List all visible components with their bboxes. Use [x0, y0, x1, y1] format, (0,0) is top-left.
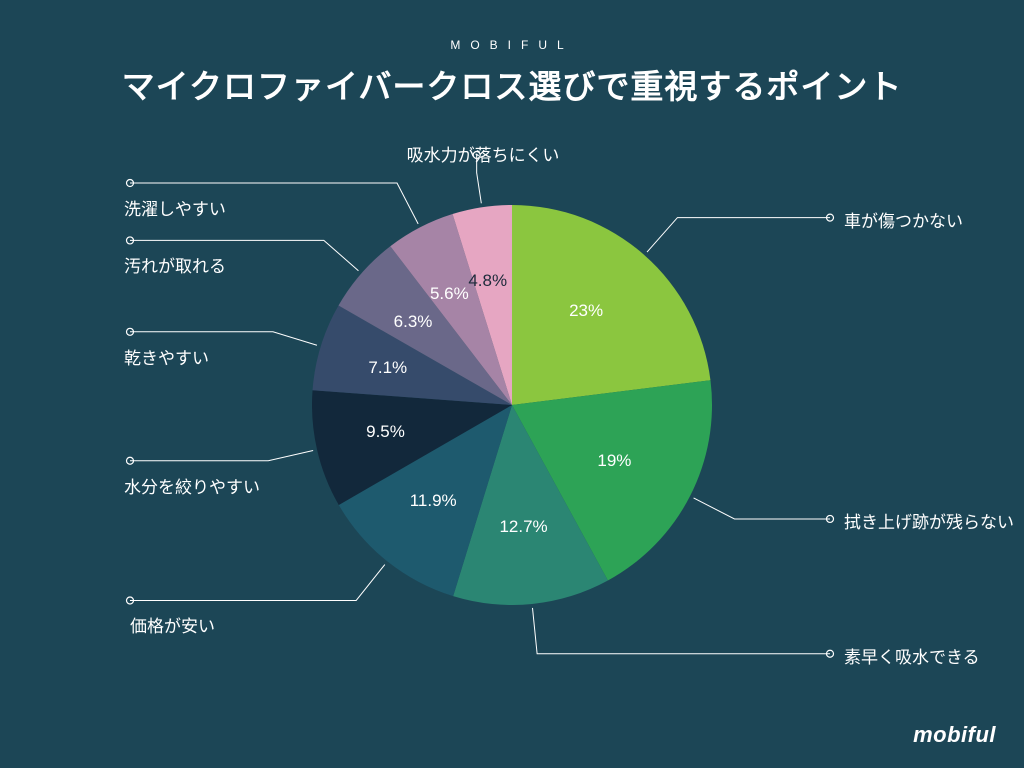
slice-callout-label: 水分を絞りやすい	[124, 473, 260, 498]
slice-callout-label: 車が傷つかない	[844, 207, 963, 232]
slice-callout-label: 素早く吸水できる	[844, 643, 980, 668]
slice-callout-label: 拭き上げ跡が残らない	[844, 508, 1014, 533]
slice-percent: 5.6%	[430, 284, 469, 304]
callout-line	[130, 450, 313, 460]
slice-callout-label: 汚れが取れる	[124, 252, 226, 277]
callout-line	[532, 608, 830, 654]
slice-percent: 7.1%	[368, 358, 407, 378]
pie-svg	[312, 205, 712, 605]
subtitle: MOBIFUL	[0, 38, 1024, 52]
callout-dot-icon	[127, 328, 134, 335]
slice-callout-label: 価格が安い	[130, 612, 215, 637]
slice-percent: 6.3%	[394, 312, 433, 332]
slice-callout-label: 吸水力が落ちにくい	[407, 141, 560, 166]
slice-callout-label: 乾きやすい	[124, 344, 209, 369]
page-title: マイクロファイバークロス選びで重視するポイント	[0, 60, 1024, 108]
header: MOBIFUL マイクロファイバークロス選びで重視するポイント	[0, 0, 1024, 108]
slice-callout-label: 洗濯しやすい	[124, 195, 226, 220]
callout-dot-icon	[127, 180, 134, 187]
slice-percent: 19%	[597, 451, 631, 471]
slice-percent: 11.9%	[410, 491, 457, 511]
callout-dot-icon	[827, 515, 834, 522]
callout-dot-icon	[127, 597, 134, 604]
callout-dot-icon	[127, 237, 134, 244]
slice-percent: 9.5%	[366, 422, 405, 442]
slice-percent: 4.8%	[468, 271, 507, 291]
slice-percent: 23%	[569, 301, 603, 321]
callout-dot-icon	[127, 457, 134, 464]
callout-dot-icon	[827, 650, 834, 657]
callout-dot-icon	[827, 214, 834, 221]
callout-line	[694, 498, 830, 519]
pie-slice	[512, 205, 710, 405]
slice-percent: 12.7%	[499, 517, 547, 537]
pie-chart: 23% 車が傷つかない 19% 拭き上げ跡が残らない 12.7% 素早く吸水できる 11.9…	[0, 145, 1024, 705]
brand-logo: mobiful	[913, 722, 996, 748]
